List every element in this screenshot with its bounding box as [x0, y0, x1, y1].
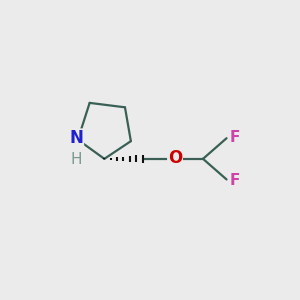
Text: N: N	[70, 129, 83, 147]
Text: O: O	[168, 149, 182, 167]
Text: H: H	[70, 152, 82, 167]
Text: F: F	[230, 130, 240, 145]
Text: F: F	[230, 172, 240, 188]
